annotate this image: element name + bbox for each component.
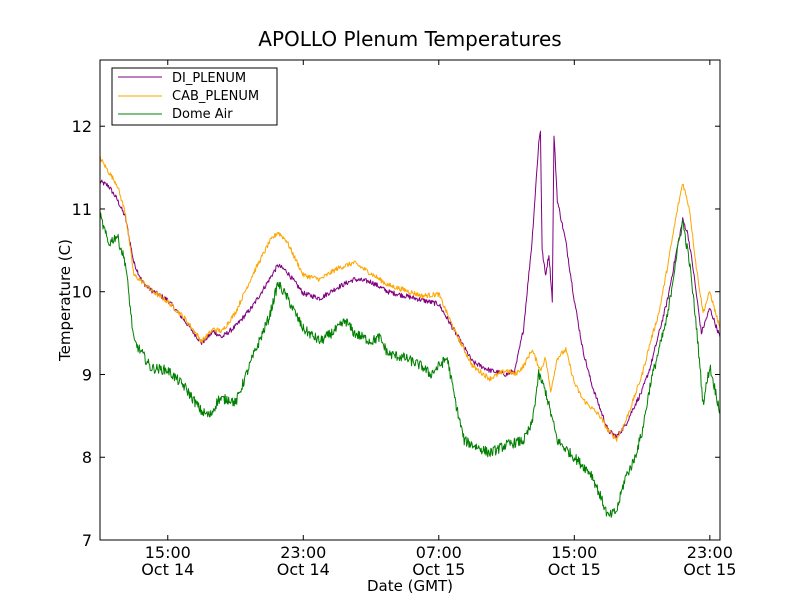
y-axis: 7 8 9 10 11 12 — [72, 117, 720, 550]
legend: DI_PLENUM CAB_PLENUM Dome Air — [111, 67, 278, 126]
x-tick-label-time: 23:00 — [687, 543, 733, 562]
series-line-dome-air — [99, 212, 721, 518]
x-tick-label-date: Oct 14 — [277, 560, 330, 579]
x-axis-label: Date (GMT) — [367, 577, 453, 595]
x-tick-label-time: 15:00 — [551, 543, 597, 562]
x-tick-label-date: Oct 15 — [683, 560, 736, 579]
x-tick-label-date: Oct 14 — [141, 560, 194, 579]
series-line-di-plenum — [99, 130, 721, 440]
legend-label-dome-air: Dome Air — [172, 107, 233, 122]
y-tick-label: 9 — [82, 365, 92, 384]
y-tick-label: 7 — [82, 531, 92, 550]
x-tick-label-time: 07:00 — [416, 543, 462, 562]
x-tick-label-date: Oct 15 — [548, 560, 601, 579]
plot-frame — [99, 59, 721, 541]
legend-label-cab-plenum: CAB_PLENUM — [172, 89, 259, 104]
x-tick-label-time: 23:00 — [280, 543, 326, 562]
chart-title: APOLLO Plenum Temperatures — [258, 27, 561, 51]
series-line-cab-plenum — [99, 155, 721, 442]
y-tick-label: 11 — [72, 200, 92, 219]
y-tick-label: 8 — [82, 448, 92, 467]
legend-label-di-plenum: DI_PLENUM — [172, 71, 246, 86]
x-tick-label-time: 15:00 — [145, 543, 191, 562]
y-tick-label: 12 — [72, 117, 92, 136]
series-layer — [99, 130, 721, 518]
y-axis-label: Temperature (C) — [56, 239, 74, 362]
y-tick-label: 10 — [72, 283, 92, 302]
x-tick-label-date: Oct 15 — [412, 560, 465, 579]
